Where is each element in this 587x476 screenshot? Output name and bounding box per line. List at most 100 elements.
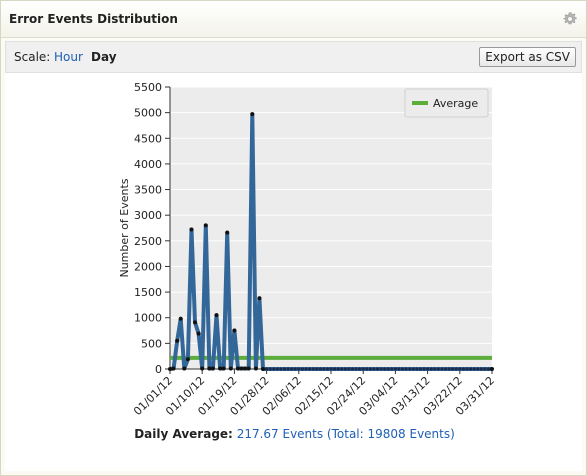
data-point	[325, 367, 330, 371]
data-point	[400, 367, 405, 371]
y-tick-label: 3000	[134, 209, 162, 222]
data-point	[404, 367, 408, 371]
legend-box	[404, 88, 489, 118]
data-point	[275, 367, 279, 371]
data-point	[426, 367, 430, 371]
data-point	[189, 227, 194, 232]
data-point	[375, 367, 380, 371]
data-point	[436, 367, 440, 371]
y-tick-label: 2000	[134, 260, 162, 273]
data-point	[196, 331, 201, 336]
data-point	[343, 367, 347, 371]
events-series-line	[169, 112, 492, 371]
scale-label: Scale:	[14, 50, 51, 64]
y-tick-label: 4000	[134, 158, 162, 171]
data-point	[390, 367, 394, 371]
data-point	[354, 367, 358, 371]
data-point	[379, 367, 383, 371]
data-point	[257, 296, 262, 301]
y-tick-label: 0	[155, 363, 162, 376]
data-point	[476, 367, 480, 371]
data-point	[458, 367, 462, 371]
panel-title: Error Events Distribution	[9, 12, 178, 26]
data-point	[454, 367, 458, 371]
data-point	[350, 367, 355, 371]
data-point	[418, 367, 423, 371]
data-point	[440, 367, 444, 371]
gear-icon[interactable]	[562, 11, 578, 27]
scale-toolbar: Scale: Hour Day Export as CSV	[5, 41, 582, 73]
data-point	[214, 313, 219, 318]
data-point	[411, 367, 415, 371]
legend-average-label: Average	[433, 97, 478, 110]
data-point	[483, 367, 487, 371]
data-point	[461, 367, 465, 371]
export-csv-button[interactable]: Export as CSV	[479, 47, 576, 67]
data-point	[272, 367, 276, 371]
data-point	[307, 367, 312, 371]
data-point	[336, 367, 340, 371]
data-point	[207, 366, 212, 371]
data-point	[279, 367, 283, 371]
y-axis-label: Number of Events	[118, 178, 131, 277]
data-point	[383, 367, 387, 371]
data-point	[225, 230, 230, 235]
data-point	[365, 367, 369, 371]
data-point	[297, 367, 301, 371]
data-point	[265, 367, 269, 371]
data-point	[250, 112, 255, 117]
data-point	[468, 367, 473, 371]
data-point	[372, 367, 376, 371]
data-point	[322, 367, 326, 371]
y-tick-label: 3500	[134, 184, 162, 197]
data-point	[300, 367, 304, 371]
data-point	[168, 367, 172, 371]
y-tick-label: 1000	[134, 312, 162, 325]
data-point	[451, 367, 455, 371]
daily-average-footer: Daily Average: 217.67 Events (Total: 198…	[1, 427, 587, 441]
chart-legend: Average	[404, 88, 489, 118]
data-point	[329, 367, 333, 371]
y-tick-label: 4500	[134, 132, 162, 145]
data-point	[332, 367, 337, 371]
scale-day-selected[interactable]: Day	[91, 50, 117, 64]
data-point	[472, 367, 476, 371]
data-point	[228, 366, 233, 371]
data-point	[340, 367, 344, 371]
data-point	[200, 366, 205, 371]
data-point	[490, 367, 494, 371]
data-point	[361, 367, 365, 371]
events-chart: 0 500 1000 1500 2000 2500 3000 3500 4000 4500 5000…	[5, 73, 582, 471]
data-point	[393, 367, 397, 371]
panel-header: Error Events Distribution	[1, 1, 586, 38]
y-tick-label: 5000	[134, 107, 162, 120]
data-point	[246, 366, 251, 371]
data-point	[210, 366, 215, 371]
daily-average-value: 217.67 Events (Total: 19808 Events)	[236, 427, 455, 441]
data-point	[243, 366, 248, 371]
scale-hour-link[interactable]: Hour	[54, 50, 83, 64]
data-point	[178, 316, 183, 321]
data-point	[193, 320, 198, 325]
data-point	[221, 366, 226, 371]
data-point	[422, 367, 426, 371]
data-point	[304, 367, 308, 371]
y-tick-label: 500	[141, 337, 162, 350]
data-point	[218, 366, 223, 371]
data-point	[397, 367, 401, 371]
data-point	[311, 367, 315, 371]
data-point	[268, 367, 272, 371]
data-point	[203, 223, 208, 228]
data-point	[315, 367, 319, 371]
daily-average-label: Daily Average:	[134, 427, 233, 441]
data-point	[253, 366, 258, 371]
data-point	[261, 367, 266, 371]
data-point	[171, 366, 176, 371]
data-point	[415, 367, 419, 371]
data-point	[465, 367, 469, 371]
data-point	[290, 367, 294, 371]
data-point	[282, 367, 287, 371]
data-point	[286, 367, 290, 371]
y-tick-label: 1500	[134, 286, 162, 299]
